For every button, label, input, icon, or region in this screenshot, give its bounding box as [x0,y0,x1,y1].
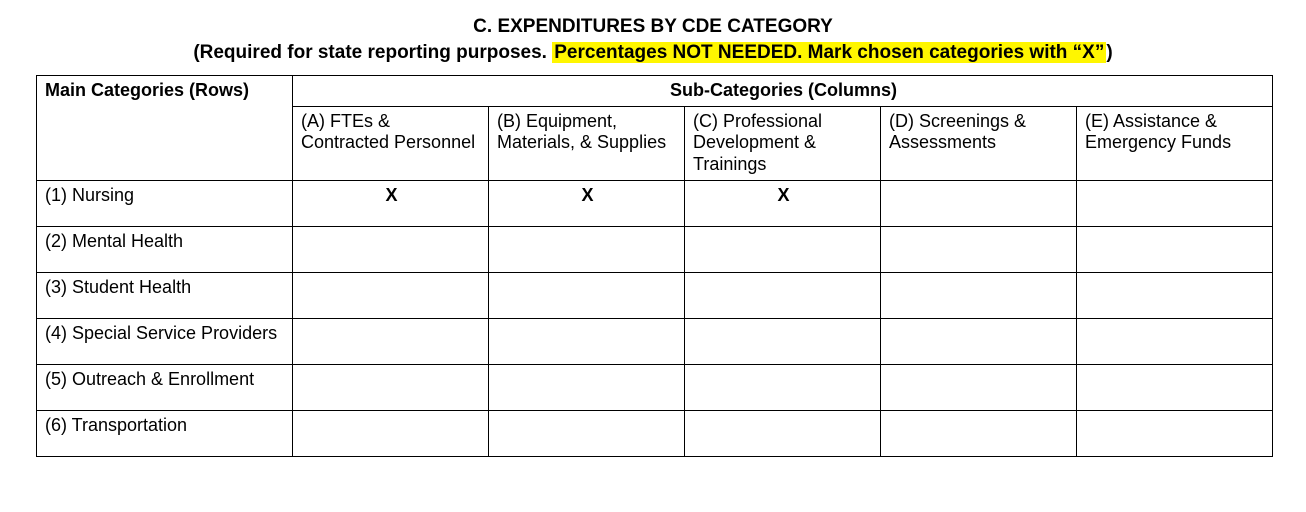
subtitle-pre: (Required for state reporting purposes. [193,42,552,63]
col-header-c: (C) Professional Development & Trainings [685,106,881,180]
section-subtitle: (Required for state reporting purposes. … [36,40,1270,66]
table-row: (3) Student Health [37,272,1273,318]
mark-cell[interactable] [1077,180,1273,226]
table-row: (4) Special Service Providers [37,318,1273,364]
mark-cell[interactable]: X [293,180,489,226]
table-row: (6) Transportation [37,410,1273,456]
mark-cell[interactable] [1077,410,1273,456]
mark-cell[interactable] [881,272,1077,318]
col-header-a: (A) FTEs & Contracted Personnel [293,106,489,180]
row-label: (4) Special Service Providers [37,318,293,364]
expenditures-table-wrap: Main Categories (Rows) Sub-Categories (C… [36,75,1270,456]
mark-cell[interactable] [685,318,881,364]
mark-cell[interactable] [881,318,1077,364]
row-label: (6) Transportation [37,410,293,456]
mark-cell[interactable] [685,272,881,318]
mark-cell[interactable]: X [685,180,881,226]
col-header-d: (D) Screenings & Assessments [881,106,1077,180]
table-head: Main Categories (Rows) Sub-Categories (C… [37,76,1273,180]
corner-main-categories: Main Categories (Rows) [37,76,293,180]
col-header-e: (E) Assistance & Emergency Funds [1077,106,1273,180]
row-label: (3) Student Health [37,272,293,318]
mark-cell[interactable] [1077,272,1273,318]
row-label: (1) Nursing [37,180,293,226]
mark-cell[interactable] [293,272,489,318]
super-header-sub-categories: Sub-Categories (Columns) [293,76,1273,107]
mark-cell[interactable] [685,226,881,272]
mark-cell[interactable] [293,410,489,456]
mark-cell[interactable] [1077,318,1273,364]
table-row: (1) Nursing X X X [37,180,1273,226]
mark-cell[interactable] [881,410,1077,456]
table-body: (1) Nursing X X X (2) Mental Health ( [37,180,1273,456]
section-title: C. EXPENDITURES BY CDE CATEGORY [36,14,1270,40]
row-label: (2) Mental Health [37,226,293,272]
header-row-super: Main Categories (Rows) Sub-Categories (C… [37,76,1273,107]
mark-cell[interactable] [881,364,1077,410]
mark-cell[interactable] [489,318,685,364]
mark-cell[interactable] [489,410,685,456]
expenditures-table: Main Categories (Rows) Sub-Categories (C… [36,75,1273,456]
table-row: (5) Outreach & Enrollment [37,364,1273,410]
mark-cell[interactable] [1077,364,1273,410]
mark-cell[interactable] [685,364,881,410]
title-block: C. EXPENDITURES BY CDE CATEGORY (Require… [36,14,1270,65]
row-label: (5) Outreach & Enrollment [37,364,293,410]
mark-cell[interactable] [489,364,685,410]
mark-cell[interactable] [293,226,489,272]
mark-cell[interactable] [881,226,1077,272]
mark-cell[interactable] [1077,226,1273,272]
mark-cell[interactable] [293,364,489,410]
mark-cell[interactable] [293,318,489,364]
col-header-b: (B) Equipment, Materials, & Supplies [489,106,685,180]
mark-cell[interactable] [881,180,1077,226]
subtitle-post: ) [1106,42,1112,63]
mark-cell[interactable]: X [489,180,685,226]
mark-cell[interactable] [685,410,881,456]
table-row: (2) Mental Health [37,226,1273,272]
subtitle-highlight: Percentages NOT NEEDED. Mark chosen cate… [552,42,1106,63]
page-root: C. EXPENDITURES BY CDE CATEGORY (Require… [0,0,1306,512]
mark-cell[interactable] [489,226,685,272]
mark-cell[interactable] [489,272,685,318]
